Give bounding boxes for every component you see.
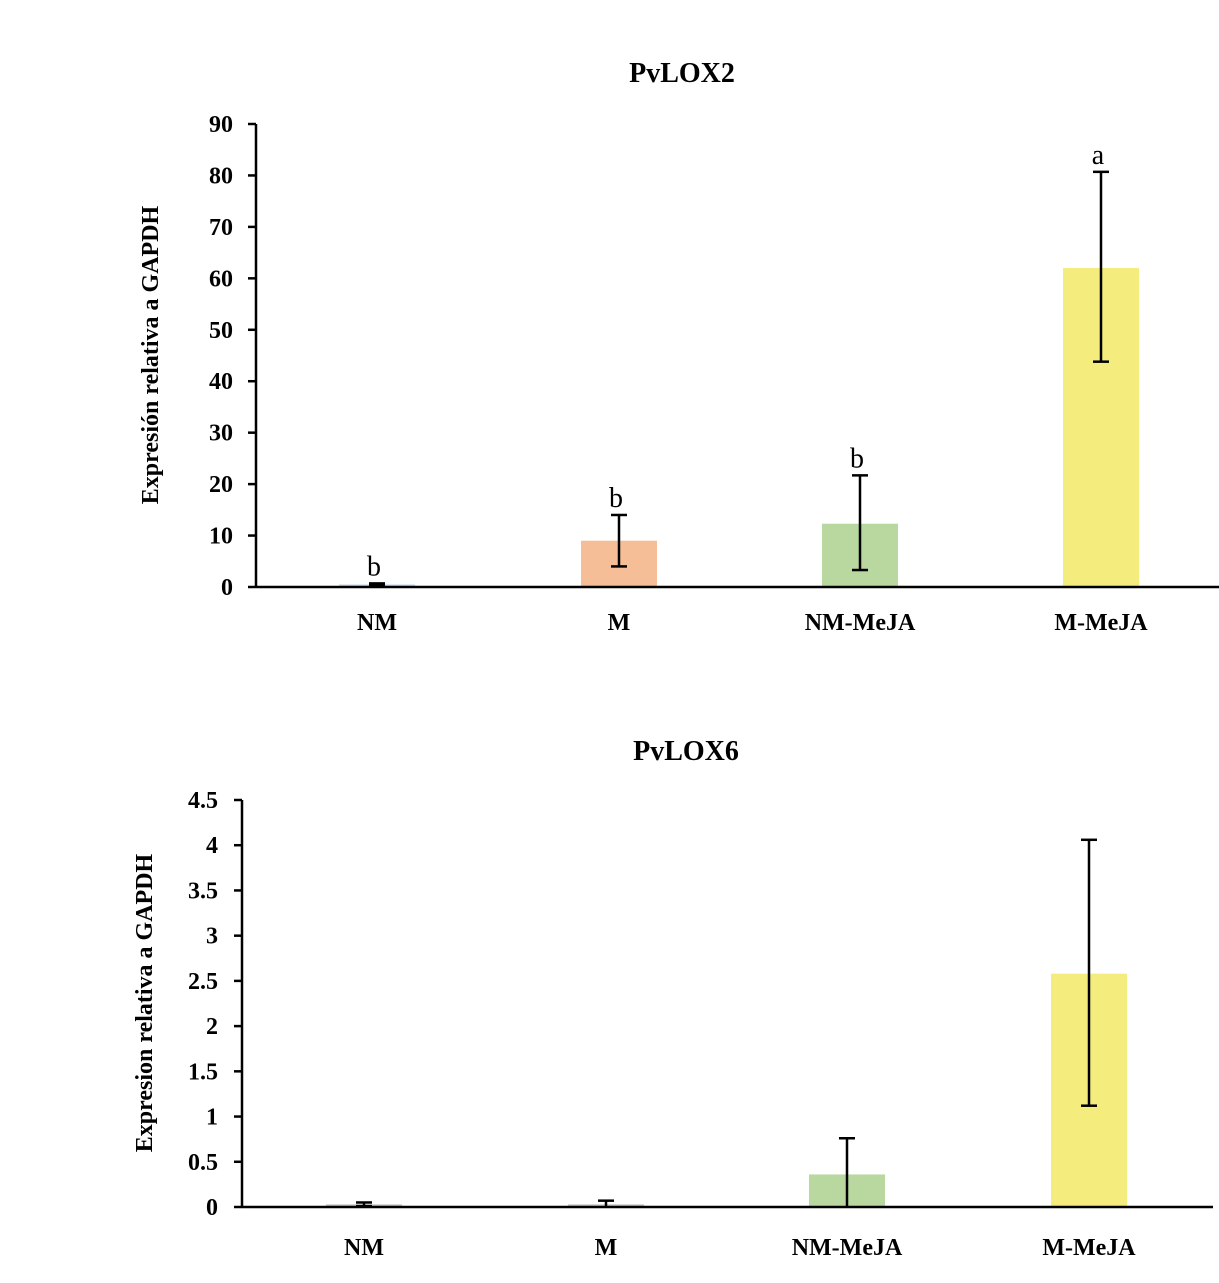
y-tick-label: 1.5 — [188, 1059, 218, 1085]
chart-title: PvLOX6 — [633, 736, 739, 767]
y-tick-label: 0 — [206, 1195, 218, 1221]
x-category-label: NM-MeJA — [805, 610, 916, 636]
error-bar — [839, 1137, 855, 1207]
y-tick-label: 4.5 — [188, 788, 218, 814]
y-tick-label: 80 — [209, 163, 233, 189]
significance-letter: b — [367, 551, 381, 582]
error-bar — [1093, 170, 1109, 363]
error-bar — [852, 474, 868, 572]
x-category-label: M-MeJA — [1042, 1235, 1136, 1261]
y-axis-label: Expresion relativa a GAPDH — [132, 853, 158, 1152]
significance-letter: b — [609, 483, 623, 514]
y-tick-label: 60 — [209, 266, 233, 292]
y-tick-label: 30 — [209, 421, 233, 447]
plot-area: b b b a 0 10 20 30 40 50 60 70 80 90 NM M NM-MeJA M-MeJA — [209, 112, 1219, 636]
significance-letter: a — [1092, 140, 1105, 171]
y-tick-label: 20 — [209, 472, 233, 498]
y-tick-label: 50 — [209, 318, 233, 344]
chart-pvlox6: PvLOX6 Expresion relativa a GAPDH 0 0.5 1 1… — [132, 736, 1213, 1261]
x-category-label: NM — [344, 1235, 384, 1261]
plot-area: 0 0.5 1 1.5 2 2.5 3 3.5 4 4.5 NM M NM-MeJA M-MeJA — [188, 788, 1213, 1261]
y-tick-label: 3 — [206, 924, 218, 950]
x-category-label: M-MeJA — [1054, 610, 1148, 636]
chart-pvlox2: PvLOX2 Expresión relativa a GAPDH b b b a 0 1… — [138, 58, 1219, 636]
x-category-label: M — [595, 1235, 618, 1261]
y-tick-label: 2.5 — [188, 969, 218, 995]
x-category-label: M — [608, 610, 631, 636]
error-bar — [1081, 838, 1097, 1107]
y-tick-label: 0 — [221, 575, 233, 601]
y-tick-label: 1 — [206, 1105, 218, 1131]
x-category-label: NM-MeJA — [792, 1235, 903, 1261]
y-tick-label: 4 — [206, 833, 218, 859]
error-bar — [369, 582, 385, 587]
x-category-label: NM — [357, 610, 397, 636]
significance-letter: b — [850, 443, 864, 474]
y-tick-label: 40 — [209, 369, 233, 395]
y-axis-label: Expresión relativa a GAPDH — [138, 205, 164, 504]
y-tick-label: 70 — [209, 215, 233, 241]
y-tick-label: 0.5 — [188, 1150, 218, 1176]
y-tick-label: 90 — [209, 112, 233, 138]
y-tick-label: 2 — [206, 1014, 218, 1040]
chart-title: PvLOX2 — [629, 58, 735, 89]
y-tick-label: 3.5 — [188, 878, 218, 904]
y-tick-label: 10 — [209, 524, 233, 550]
error-bar — [611, 513, 627, 568]
